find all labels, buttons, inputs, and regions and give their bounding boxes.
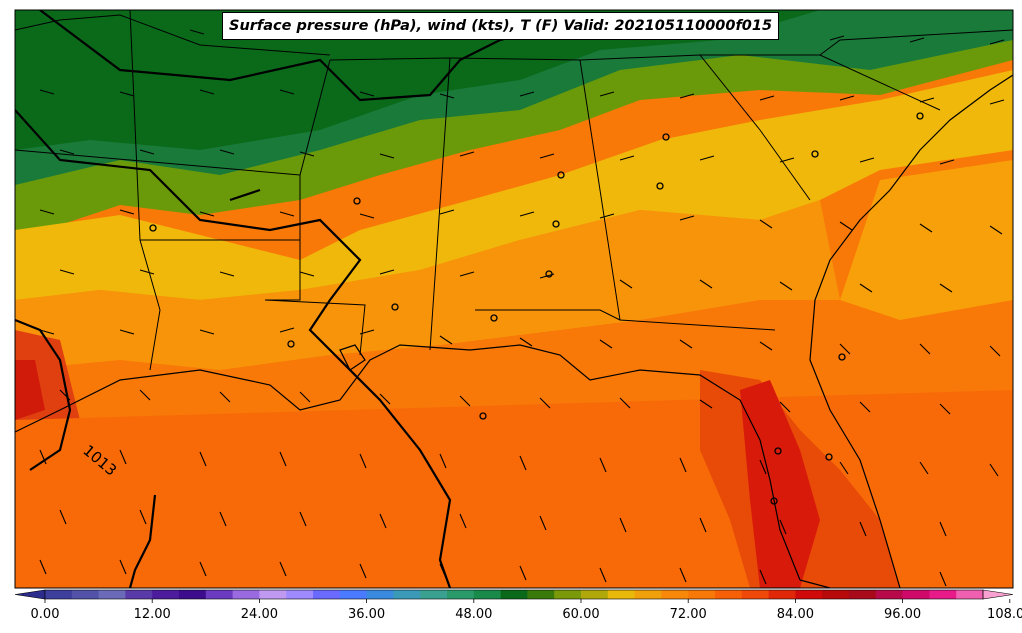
colorbar	[14, 589, 1014, 603]
temperature-field	[15, 10, 1013, 588]
state-borders	[15, 10, 1013, 371]
colorbar-tick-label: 12.00	[133, 607, 171, 622]
colorbar-segment	[634, 590, 662, 599]
colorbar-segment	[152, 590, 180, 599]
colorbar-tick-label: 36.00	[347, 607, 386, 622]
colorbar-segment	[581, 590, 609, 599]
colorbar-segment	[447, 590, 475, 599]
colorbar-segment	[339, 590, 368, 599]
colorbar-segment	[527, 590, 555, 599]
map-frame	[14, 9, 1014, 589]
colorbar-segment	[822, 590, 850, 599]
colorbar-segment	[607, 590, 636, 599]
colorbar-extend-low	[14, 589, 46, 600]
colorbar-segment	[366, 590, 394, 599]
calm-wind-circles	[149, 112, 924, 505]
colorbar-segment	[205, 590, 234, 599]
colorbar-tick-label: 48.00	[455, 607, 493, 622]
colorbar-segment	[554, 590, 582, 599]
colorbar-segment	[688, 590, 716, 599]
coastlines	[15, 74, 1013, 588]
colorbar-segment	[661, 590, 689, 599]
map-title: Surface pressure (hPa), wind (kts), T (F…	[222, 12, 780, 40]
colorbar-segment	[956, 590, 984, 599]
colorbar-segment	[313, 590, 341, 599]
colorbar-segment	[45, 590, 73, 599]
colorbar-segment	[71, 590, 100, 599]
colorbar-segment	[393, 590, 421, 599]
isobars	[15, 10, 541, 588]
colorbar-segment	[125, 590, 153, 599]
colorbar-tick-label: 24.00	[240, 607, 278, 622]
colorbar-segment	[849, 590, 877, 599]
colorbar-segment	[232, 590, 260, 599]
colorbar-segment	[929, 590, 957, 599]
colorbar-tick-label: 108.00	[987, 607, 1022, 622]
colorbar-outline	[44, 589, 984, 600]
colorbar-segment	[795, 590, 823, 599]
colorbar-segment	[875, 590, 904, 599]
colorbar-segment	[179, 590, 207, 599]
colorbar-tick-label: 96.00	[883, 607, 922, 622]
colorbar-tick-label: 60.00	[562, 607, 600, 622]
colorbar-segment	[473, 590, 502, 599]
colorbar-tick-label: 84.00	[776, 607, 814, 622]
colorbar-segment	[715, 590, 743, 599]
colorbar-extend-high	[982, 589, 1014, 600]
colorbar-segment	[420, 590, 448, 599]
colorbar-segment	[768, 590, 796, 599]
colorbar-segment	[500, 590, 528, 599]
colorbar-tick-label: 0.00	[30, 607, 60, 622]
colorbar-tick-label: 72.00	[669, 607, 707, 622]
colorbar-segment	[286, 590, 314, 599]
colorbar-segment	[741, 590, 770, 599]
colorbar-segment	[902, 590, 930, 599]
colorbar-segment	[259, 590, 287, 599]
colorbar-segment	[98, 590, 126, 599]
